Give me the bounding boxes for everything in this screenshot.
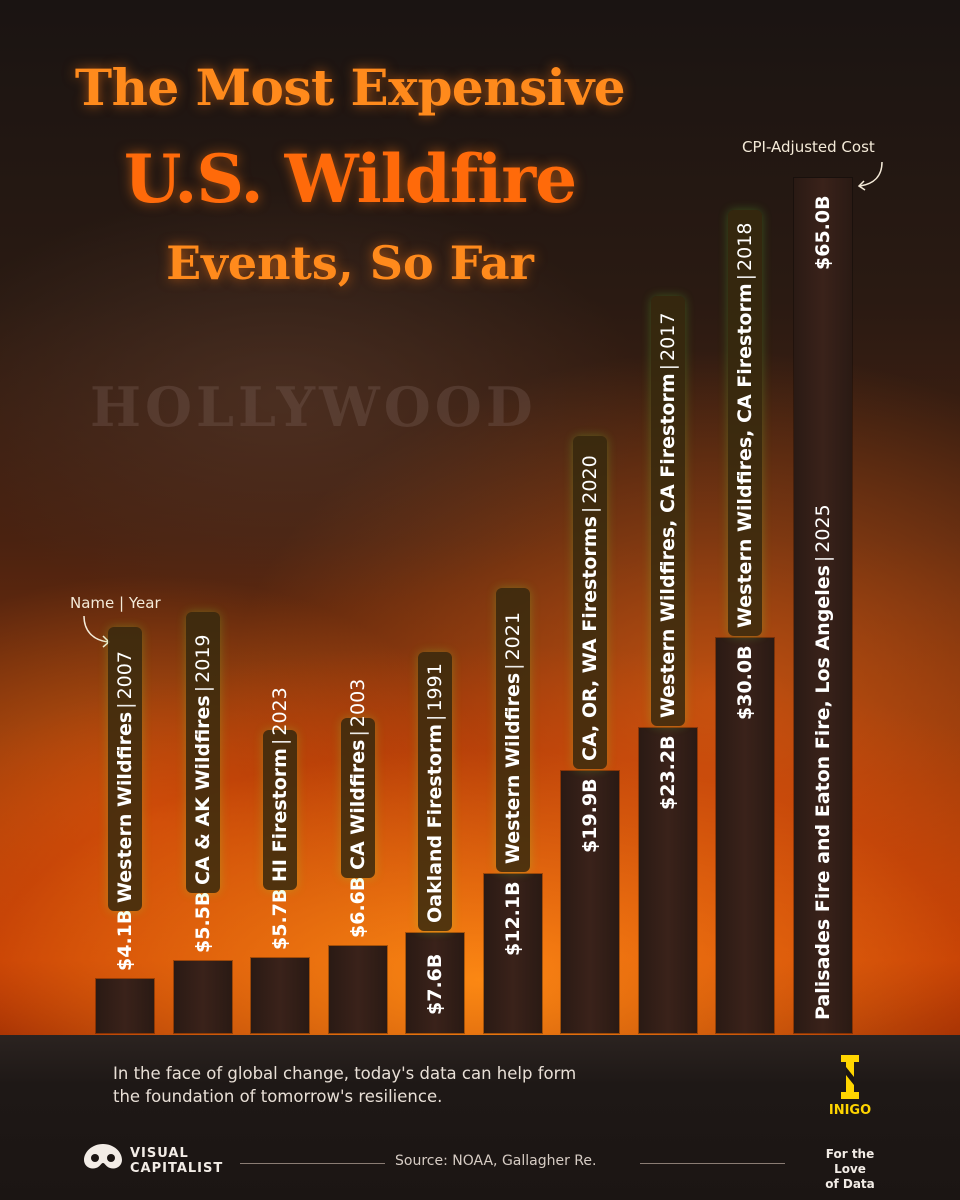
title-line-1: The Most Expensive bbox=[74, 58, 626, 117]
category-label: Western Wildfires | 2007 bbox=[112, 651, 138, 903]
category-label: Palisades Fire and Eaton Fire, Los Angel… bbox=[810, 504, 836, 1020]
bar bbox=[793, 178, 852, 1033]
category-separator: | bbox=[114, 702, 136, 709]
category-label: Oakland Firestorm | 1991 bbox=[422, 663, 448, 923]
category-pill bbox=[495, 588, 530, 872]
category-label: CA & AK Wildfires | 2019 bbox=[190, 634, 216, 885]
category-separator: | bbox=[656, 363, 679, 371]
category-pill bbox=[263, 730, 297, 891]
category-name: Western Wildfires bbox=[501, 672, 524, 864]
inigo-wordmark: INIGO bbox=[828, 1103, 872, 1118]
category-pill bbox=[418, 652, 452, 932]
category-year: 1991 bbox=[424, 663, 446, 712]
category-separator: | bbox=[346, 730, 369, 737]
bar bbox=[483, 873, 542, 1033]
value-label: $4.1B bbox=[114, 909, 136, 972]
value-label: $6.6B bbox=[346, 876, 369, 939]
category-separator: | bbox=[579, 506, 601, 514]
category-pill bbox=[573, 436, 607, 770]
value-label: $65.0B bbox=[811, 195, 834, 270]
name-annotation: Name bbox=[70, 594, 115, 612]
bar bbox=[173, 960, 232, 1033]
category-year: 2023 bbox=[269, 687, 291, 736]
value-label: $5.5B bbox=[191, 891, 214, 953]
category-name: Western Wildfires bbox=[114, 711, 136, 904]
category-label: HI Firestorm | 2023 bbox=[267, 687, 293, 882]
value-label: $5.7B bbox=[269, 888, 291, 951]
bar bbox=[251, 958, 309, 1033]
year-annotation: Year bbox=[128, 594, 161, 612]
category-label: CA, OR, WA Firestorms | 2020 bbox=[577, 456, 603, 762]
inigo-logo-icon bbox=[841, 1055, 859, 1099]
value-label: $30.0B bbox=[734, 645, 756, 721]
category-name: Oakland Firestorm bbox=[424, 723, 446, 924]
category-name: CA Wildfires bbox=[346, 739, 369, 871]
inigo-tagline-2: of Data bbox=[825, 1177, 875, 1191]
hollywood-sign: HOLLYWOOD bbox=[90, 375, 537, 439]
category-pill bbox=[185, 612, 220, 893]
category-separator: | bbox=[424, 714, 446, 721]
value-label: $19.9B bbox=[579, 778, 601, 854]
category-year: 2007 bbox=[114, 651, 136, 700]
category-pill bbox=[340, 718, 375, 879]
name-year-annotation: Name | Year bbox=[70, 594, 161, 612]
category-name: CA & AK Wildfires bbox=[191, 694, 214, 885]
category-separator: | bbox=[501, 663, 524, 670]
cost-annotation: CPI-Adjusted Cost bbox=[742, 138, 875, 156]
inigo-tagline: For the Love of Data bbox=[810, 1147, 890, 1192]
category-pill bbox=[728, 210, 762, 637]
category-name: Palisades Fire and Eaton Fire, Los Angel… bbox=[811, 565, 834, 1020]
category-name: Western Wildfires, CA Firestorm bbox=[734, 283, 756, 629]
category-label: Western Wildfires, CA Firestorm | 2017 bbox=[655, 312, 681, 717]
category-pill bbox=[650, 296, 685, 726]
category-separator: | bbox=[811, 555, 834, 563]
bar bbox=[638, 727, 697, 1033]
value-label: $12.1B bbox=[501, 881, 524, 956]
category-year: 2021 bbox=[501, 611, 524, 661]
source-divider-right bbox=[640, 1163, 785, 1164]
bar bbox=[561, 771, 619, 1033]
category-year: 2003 bbox=[346, 678, 369, 728]
category-year: 2018 bbox=[734, 222, 756, 272]
footnote: In the face of global change, today's da… bbox=[113, 1064, 577, 1106]
value-label: $7.6B bbox=[424, 953, 446, 1016]
bar bbox=[328, 946, 387, 1033]
category-separator: | bbox=[191, 685, 214, 692]
category-label: Western Wildfires | 2021 bbox=[500, 612, 526, 864]
bar bbox=[406, 933, 464, 1033]
cost-arrow-icon bbox=[857, 161, 883, 191]
name-year-separator: | bbox=[119, 594, 125, 612]
category-name: HI Firestorm bbox=[269, 748, 291, 883]
source-divider-left bbox=[240, 1163, 385, 1164]
vc-line-2: CAPITALIST bbox=[130, 1161, 224, 1176]
ground bbox=[0, 1035, 960, 1200]
category-pill bbox=[108, 627, 142, 912]
source-text: Source: NOAA, Gallagher Re. bbox=[395, 1153, 597, 1169]
category-name: Western Wildfires, CA Firestorm bbox=[656, 373, 679, 718]
bar bbox=[96, 979, 154, 1033]
category-label: Western Wildfires, CA Firestorm | 2018 bbox=[732, 223, 758, 628]
visual-capitalist-logo-icon bbox=[84, 1144, 122, 1169]
category-year: 2017 bbox=[656, 312, 679, 361]
category-year: 2020 bbox=[579, 455, 601, 504]
bar bbox=[716, 638, 774, 1033]
category-name: CA, OR, WA Firestorms bbox=[579, 516, 601, 762]
inigo-tagline-1: For the Love bbox=[825, 1147, 875, 1176]
category-separator: | bbox=[269, 738, 291, 746]
category-separator: | bbox=[734, 274, 756, 281]
category-label: CA Wildfires | 2003 bbox=[345, 679, 371, 870]
category-year: 2025 bbox=[811, 504, 834, 553]
value-label: $23.2B bbox=[656, 735, 679, 810]
category-year: 2019 bbox=[191, 634, 214, 683]
vc-line-1: VISUAL bbox=[130, 1146, 189, 1161]
visual-capitalist-wordmark: VISUAL CAPITALIST bbox=[130, 1146, 223, 1176]
title-line-2: U.S. Wildfire bbox=[123, 140, 577, 218]
title-line-3: Events, So Far bbox=[166, 236, 534, 290]
